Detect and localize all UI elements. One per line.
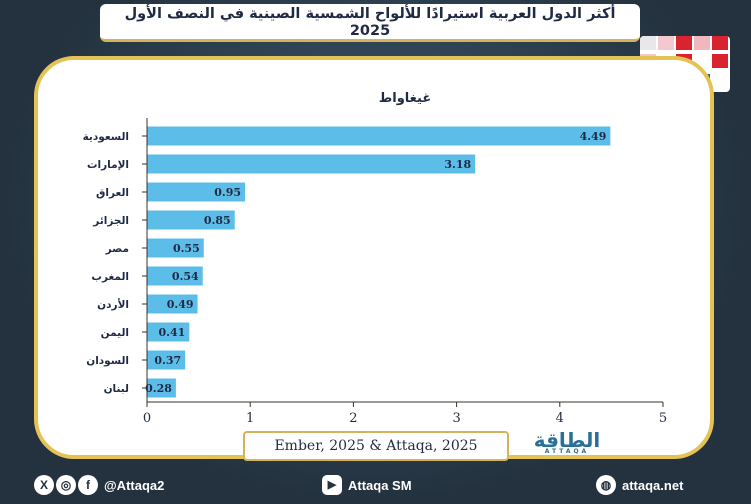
category-label: السودان (86, 355, 129, 367)
youtube-icon[interactable]: ▶ (322, 475, 342, 495)
bar (147, 126, 611, 146)
x-tick-label: 2 (349, 411, 357, 426)
bar-value-label: 0.37 (154, 354, 181, 367)
category-label: العراق (96, 187, 129, 199)
bar-value-label: 0.28 (145, 382, 172, 395)
bar (147, 238, 204, 258)
category-label: مصر (105, 243, 129, 255)
bar (147, 322, 190, 342)
bar-value-label: 0.41 (159, 326, 186, 339)
category-label: المغرب (91, 271, 129, 283)
chart-card: غيغاواط 4.49 السعودية 3.18 الإمارات 0.95 العرا… (34, 56, 714, 459)
social-links: X ◎ f @Attaqa2 (34, 474, 164, 496)
category-label: الأردن (97, 298, 129, 311)
youtube-handle[interactable]: Attaqa SM (348, 477, 412, 493)
website-url[interactable]: attaqa.net (622, 477, 684, 493)
bar-value-label: 3.18 (444, 158, 471, 171)
bar (147, 350, 186, 370)
bar-chart: غيغاواط 4.49 السعودية 3.18 الإمارات 0.95 العرا… (83, 91, 668, 426)
chart-title-line1: أكثر الدول العربية استيرادًا للألواح الش… (124, 6, 616, 22)
bar-value-label: 0.49 (167, 298, 194, 311)
category-label: اليمن (101, 327, 129, 339)
category-label: الإمارات (87, 159, 129, 171)
x-tick-label: 0 (143, 411, 151, 426)
category-label: السعودية (83, 131, 129, 143)
x-icon[interactable]: X (34, 475, 54, 495)
bar-value-label: 0.85 (204, 214, 231, 227)
x-tick-label: 4 (556, 411, 564, 426)
bar (147, 182, 246, 202)
bar (147, 266, 203, 286)
x-tick-label: 3 (452, 411, 460, 426)
category-label: لبنان (104, 383, 129, 395)
facebook-icon[interactable]: f (78, 475, 98, 495)
footer: X ◎ f @Attaqa2 ▶ Attaqa SM ◍ attaqa.net (0, 466, 751, 504)
brand-logo: الطاقة ATTAQA (522, 428, 612, 464)
bar (147, 294, 198, 314)
source-note: Ember, 2025 & Attaqa, 2025 (243, 431, 509, 461)
chart-title-line2: 2025 (349, 23, 391, 39)
x-tick-label: 5 (659, 411, 667, 426)
social-handle[interactable]: @Attaqa2 (104, 477, 165, 493)
website-link: ◍ attaqa.net (596, 474, 683, 496)
chart-title: أكثر الدول العربية استيرادًا للألواح الش… (100, 4, 640, 42)
bar (147, 210, 235, 230)
instagram-icon[interactable]: ◎ (56, 475, 76, 495)
bar (147, 378, 176, 398)
bar-value-label: 0.54 (172, 270, 199, 283)
bar-value-label: 4.49 (580, 130, 607, 143)
bar-value-label: 0.95 (214, 186, 241, 199)
bar-value-label: 0.55 (173, 242, 200, 255)
youtube-link: ▶ Attaqa SM (322, 474, 412, 496)
brand-name: الطاقة (533, 428, 601, 452)
category-label: الجزائر (92, 215, 129, 227)
brand-sub: ATTAQA (544, 448, 590, 455)
unit-label: غيغاواط (379, 91, 431, 106)
website-icon[interactable]: ◍ (596, 475, 616, 495)
bar (147, 154, 476, 174)
x-tick-label: 1 (246, 411, 254, 426)
